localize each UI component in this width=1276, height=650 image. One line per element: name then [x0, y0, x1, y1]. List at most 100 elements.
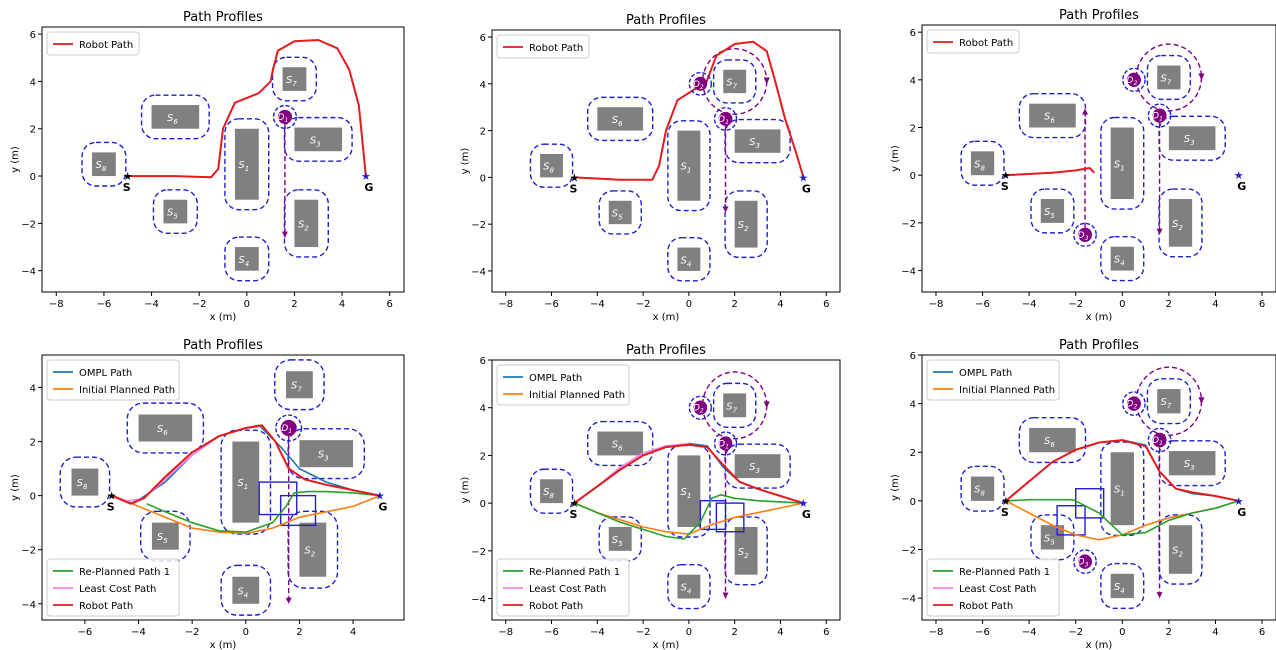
x-axis-label: x (m) — [1086, 312, 1113, 323]
obstacle-S3 — [1168, 126, 1216, 151]
obstacle-S8 — [970, 476, 995, 501]
obstacle-S3 — [734, 129, 781, 153]
obstacle-S3 — [734, 454, 781, 479]
obstacle-label-subscript: 2 — [744, 225, 749, 233]
y-tick-label: −4 — [21, 267, 36, 278]
dynamic-obstacle-label-D2: D2 — [1127, 76, 1138, 87]
x-tick-label: 0 — [244, 299, 250, 310]
y-tick-label: −2 — [21, 546, 36, 557]
dynamic-obstacle-D2 — [693, 76, 708, 91]
legend-entry: Initial Planned Path — [529, 390, 625, 401]
obstacle-S3 — [299, 440, 354, 468]
chart-panel-6: Path ProfilesS1S2S3S4S5S6S7S8D1D2D3★S★G−… — [890, 338, 1276, 650]
obstacle-label-subscript: 4 — [687, 260, 691, 268]
obstacle-label-S3: S3 — [310, 135, 321, 148]
y-axis-label: y (m) — [890, 145, 901, 172]
dynamic-obstacle-boundary-D1 — [713, 106, 738, 131]
obstacle-S7 — [723, 393, 747, 418]
x-tick-label: 6 — [823, 627, 829, 638]
obstacle-label-subscript: 3 — [1190, 139, 1194, 147]
axes-frame — [921, 24, 1276, 293]
legend-entry: Initial Planned Path — [79, 385, 175, 396]
dynamic-label-subscript: 1 — [284, 117, 288, 124]
axes-frame — [41, 26, 405, 293]
x-tick-label: −4 — [144, 299, 159, 310]
dynamic-obstacle-label-D1: D1 — [1152, 436, 1163, 447]
legend-box — [926, 558, 1060, 617]
x-tick-label: −8 — [49, 299, 64, 310]
y-tick-label: 2 — [30, 438, 36, 449]
dynamic-label-subscript: 2 — [1133, 404, 1137, 411]
dynamic-obstacle-D1 — [1152, 108, 1167, 123]
legend-entry: Robot Path — [959, 38, 1013, 49]
obstacle-S3 — [1168, 451, 1216, 476]
obstacle-boundary-S8 — [529, 468, 574, 514]
legend-entry: OMPL Path — [529, 373, 582, 384]
legend-box — [46, 558, 180, 617]
start-label: S — [1001, 506, 1009, 519]
obstacle-S7 — [282, 67, 307, 91]
dynamic-label-subscript: 1 — [1159, 116, 1163, 123]
orbit-arrowhead — [1198, 397, 1205, 405]
obstacle-boundary-S4 — [667, 563, 711, 610]
x-tick-label: −6 — [544, 299, 559, 310]
legend-entry: Re-Planned Path 1 — [529, 567, 620, 578]
obstacle-label-subscript: 5 — [163, 537, 168, 545]
x-tick-label: −4 — [590, 627, 605, 638]
orbit-arrowhead — [1198, 73, 1205, 81]
legend-box — [46, 31, 140, 56]
goal-label: G — [1237, 506, 1246, 519]
x-axis-label: x (m) — [653, 640, 680, 650]
obstacle-boundary-S1 — [667, 120, 711, 212]
x-tick-label: −6 — [544, 627, 559, 638]
chart-panel-3: Path ProfilesS1S2S3S4S5S6S7S8D1D2D3★S★G−… — [890, 8, 1276, 323]
obstacle-label-S2: S2 — [738, 547, 749, 560]
x-tick-label: 4 — [777, 299, 783, 310]
x-tick-label: −6 — [975, 627, 990, 638]
obstacle-label-S8: S8 — [974, 159, 985, 172]
dynamic-label-subscript: 3 — [1085, 562, 1089, 569]
start-marker: ★ — [1001, 495, 1011, 508]
obstacle-S1 — [234, 128, 259, 200]
obstacle-label-S1: S1 — [680, 162, 691, 175]
dynamic-obstacle-D1 — [280, 419, 297, 437]
chart-title: Path Profiles — [1059, 338, 1139, 353]
obstacle-boundary-S1 — [224, 118, 270, 211]
legend-upper: Robot Path — [46, 31, 140, 56]
obstacle-S6 — [1029, 427, 1076, 453]
goal-label: G — [1237, 180, 1246, 193]
legend-upper: Robot Path — [496, 34, 590, 59]
legend-box — [496, 558, 630, 617]
y-tick-label: 2 — [30, 125, 36, 136]
legend-lower: Re-Planned Path 1 Least Cost Path Robot Pa… — [46, 558, 180, 617]
obstacle-label-subscript: 2 — [744, 552, 749, 560]
y-tick-label: 0 — [30, 492, 36, 503]
y-axis-label: y (m) — [460, 148, 471, 175]
obstacle-S5 — [1040, 199, 1065, 223]
dynamic-label-subscript: 1 — [288, 428, 292, 435]
obstacle-label-S5: S5 — [157, 532, 168, 545]
trajectory-arrowhead — [1156, 228, 1163, 235]
y-tick-label: −4 — [901, 594, 916, 605]
obstacle-S6 — [138, 414, 193, 442]
obstacle-S8 — [540, 479, 563, 504]
obstacle-S1 — [1110, 452, 1134, 526]
goal-label: G — [802, 508, 811, 521]
y-tick-label: −4 — [901, 267, 916, 278]
orbit-arrowhead — [763, 401, 770, 409]
obstacle-S1 — [677, 455, 701, 527]
obstacle-label-subscript: 7 — [1167, 78, 1172, 86]
x-tick-label: −6 — [975, 299, 990, 310]
x-tick-label: −6 — [78, 627, 93, 638]
chart-title: Path Profiles — [626, 343, 706, 358]
obstacle-label-subscript: 5 — [618, 540, 623, 548]
obstacle-label-S4: S4 — [238, 255, 249, 268]
obstacle-label-subscript: 4 — [1120, 260, 1124, 268]
replanning-window-1 — [1056, 505, 1086, 536]
obstacle-S5 — [163, 199, 188, 224]
y-axis-label: y (m) — [10, 146, 21, 173]
y-tick-label: 0 — [910, 497, 916, 508]
obstacle-label-S7: S7 — [291, 381, 302, 394]
